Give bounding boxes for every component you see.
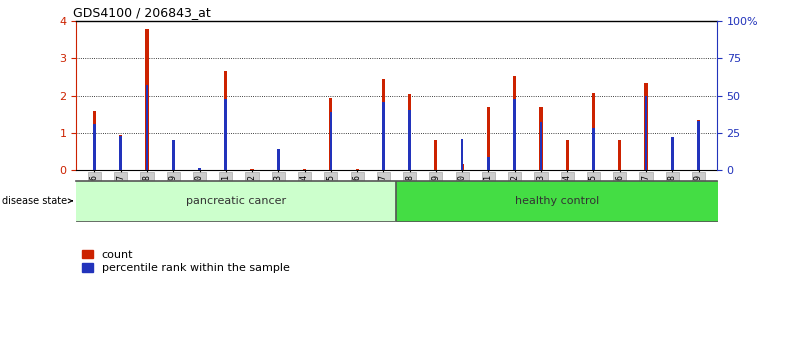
Bar <box>119 136 122 170</box>
Bar <box>276 149 280 170</box>
Bar <box>487 107 490 170</box>
Bar <box>93 124 96 170</box>
Bar <box>670 140 674 170</box>
Bar <box>329 98 332 170</box>
Bar <box>461 164 464 170</box>
Bar <box>513 98 516 170</box>
Bar <box>171 140 175 170</box>
Bar <box>697 121 700 170</box>
Bar <box>645 96 647 170</box>
Text: healthy control: healthy control <box>514 196 599 206</box>
Bar <box>251 169 254 170</box>
Bar <box>382 102 384 170</box>
Legend: count, percentile rank within the sample: count, percentile rank within the sample <box>82 250 289 273</box>
Bar <box>146 29 148 170</box>
Bar <box>408 95 411 170</box>
Bar <box>618 140 622 170</box>
Text: pancreatic cancer: pancreatic cancer <box>186 196 287 206</box>
Text: GDS4100 / 206843_at: GDS4100 / 206843_at <box>73 6 211 19</box>
Bar <box>697 120 700 170</box>
Bar <box>566 140 569 170</box>
Bar <box>645 83 647 170</box>
Bar <box>409 110 411 170</box>
Bar <box>198 169 201 170</box>
Bar <box>487 156 489 170</box>
Bar <box>224 71 227 170</box>
Bar <box>356 169 359 170</box>
Bar <box>303 169 306 170</box>
Bar <box>592 93 595 170</box>
Bar <box>461 139 464 170</box>
Bar <box>434 140 437 170</box>
Bar <box>119 135 123 170</box>
Bar <box>592 128 595 170</box>
Bar <box>198 168 201 170</box>
Bar <box>513 76 517 170</box>
Bar <box>277 149 280 170</box>
Bar <box>382 79 385 170</box>
Bar <box>224 98 227 170</box>
Bar <box>329 112 332 170</box>
Text: disease state: disease state <box>2 196 72 206</box>
Bar <box>172 140 175 170</box>
Bar <box>671 137 674 170</box>
Bar <box>540 122 542 170</box>
Bar <box>93 111 96 170</box>
Bar <box>539 108 542 170</box>
Bar <box>146 85 148 170</box>
